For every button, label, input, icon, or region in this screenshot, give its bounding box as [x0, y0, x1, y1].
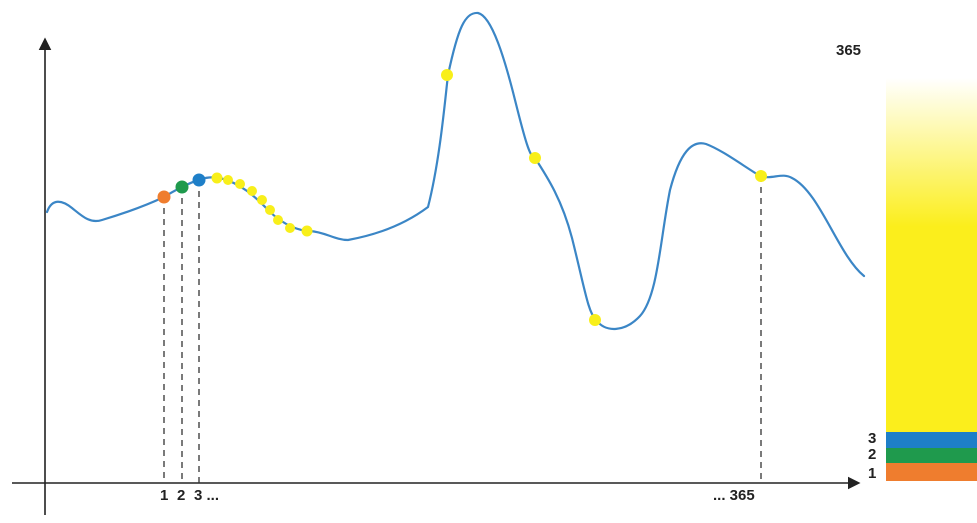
- x-label-day-2: 2: [177, 487, 185, 504]
- time-series-curve: [45, 11, 866, 330]
- bar-gradient-segment: [886, 78, 977, 432]
- point-day: [211, 172, 223, 184]
- bar-label-2: 2: [868, 446, 876, 463]
- point-day: [257, 195, 267, 205]
- x-label-day-3: 3 ...: [194, 487, 219, 504]
- x-label-day-365: ... 365: [713, 487, 755, 504]
- bar-segment-day-2: [886, 448, 977, 463]
- point-day: [235, 179, 245, 189]
- point-day: [265, 205, 275, 215]
- point-day: [273, 215, 283, 225]
- yellow-day-points: [211, 69, 767, 326]
- point-day-3: [192, 173, 206, 187]
- point-day: [589, 314, 601, 326]
- point-day: [755, 170, 767, 182]
- point-day: [285, 223, 295, 233]
- point-day-2: [175, 180, 189, 194]
- bar-label-365: 365: [836, 42, 861, 59]
- point-day: [301, 225, 313, 237]
- point-day: [223, 175, 233, 185]
- bar-label-1: 1: [868, 465, 876, 482]
- point-day-1: [157, 190, 171, 204]
- bar-segment-day-1: [886, 463, 977, 481]
- bar-segment-day-3: [886, 432, 977, 448]
- bar-label-3: 3: [868, 430, 876, 447]
- x-label-day-1: 1: [160, 487, 168, 504]
- point-day: [247, 186, 257, 196]
- point-day: [441, 69, 453, 81]
- point-day: [529, 152, 541, 164]
